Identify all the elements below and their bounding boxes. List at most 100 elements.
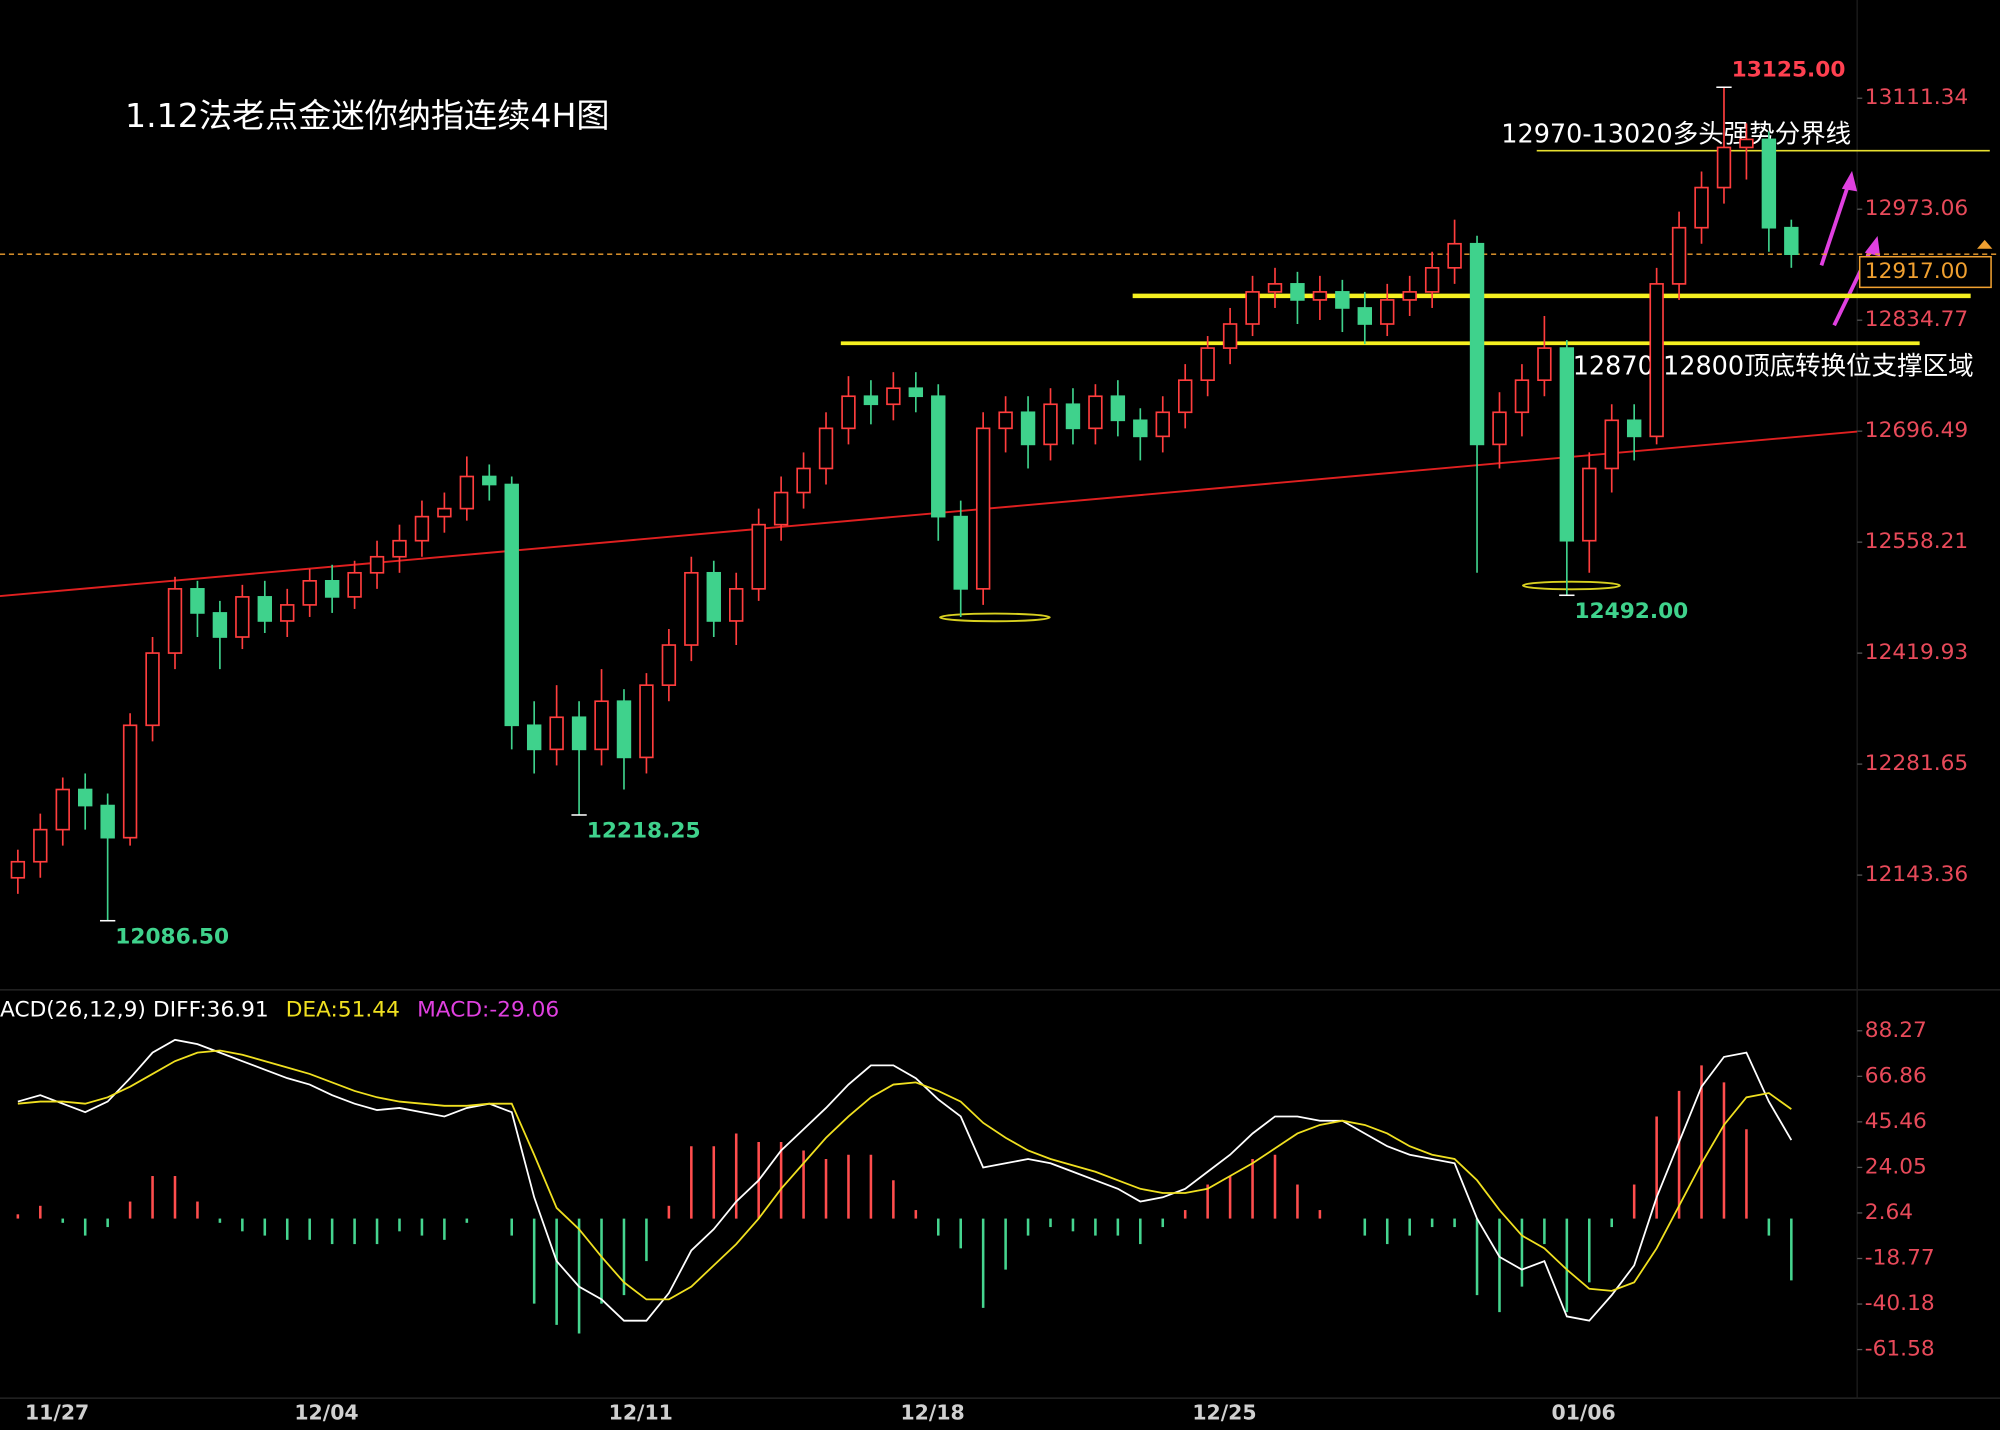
candle-body	[751, 523, 766, 590]
candle-body	[863, 395, 879, 406]
candle-body	[369, 555, 385, 574]
candle-body	[212, 612, 228, 638]
arrow	[1819, 170, 1858, 266]
y-tick-label: 12834.77	[1865, 307, 1968, 332]
candle-body	[1761, 138, 1777, 229]
candle-body	[706, 571, 721, 622]
candle-body	[257, 596, 273, 622]
y-tick-label: 12696.49	[1865, 418, 1968, 443]
candle-body	[616, 700, 632, 759]
indicator-header: ACD(26,12,9)	[0, 997, 146, 1022]
trendline	[0, 430, 1858, 598]
candle-body	[571, 716, 587, 751]
candle-body	[886, 387, 901, 406]
x-tick-label: 12/25	[1192, 1400, 1256, 1424]
y-tick-label: 12281.65	[1865, 751, 1968, 776]
y-tick-label: 12558.21	[1865, 529, 1968, 554]
candle-body	[1514, 379, 1530, 414]
y-tick-label: -61.58	[1865, 1337, 1935, 1362]
candle-body	[1671, 226, 1687, 285]
y-tick-label: 12419.93	[1865, 640, 1968, 665]
y-tick-label: 2.64	[1865, 1200, 1913, 1225]
level-label: 12870-12800顶底转换位支撑区域	[1573, 352, 1974, 382]
candle-body	[1133, 419, 1148, 438]
candle-body	[437, 507, 452, 518]
candle-body	[77, 788, 93, 807]
candle-body	[1043, 403, 1058, 446]
candle-body	[1222, 323, 1238, 349]
candle-body	[1200, 347, 1215, 382]
y-tick-label: 88.27	[1865, 1018, 1927, 1043]
y-tick-label: 12143.36	[1865, 862, 1968, 887]
y-tick-label: 66.86	[1865, 1063, 1927, 1088]
y-tick-label: 45.46	[1865, 1109, 1927, 1134]
candle-body	[1267, 283, 1283, 293]
candle-body	[549, 716, 564, 751]
x-tick-label: 12/11	[609, 1400, 673, 1424]
candle-body	[459, 475, 475, 510]
candle-body	[324, 580, 340, 598]
macd-line	[17, 1049, 1792, 1301]
candle-body	[1694, 186, 1709, 229]
last-price-box	[1858, 255, 1992, 289]
candle-body	[10, 860, 26, 879]
candle-body	[33, 828, 48, 863]
candle-body	[1582, 467, 1597, 542]
candle-body	[1402, 291, 1417, 301]
candle-body	[818, 427, 834, 470]
x-tick-label: 12/18	[901, 1400, 965, 1424]
candle-body	[1626, 419, 1642, 438]
extreme-label: 12492.00	[1574, 599, 1688, 624]
candle-body	[1784, 226, 1799, 256]
candle-body	[908, 387, 924, 398]
last-price-label: 12917.00	[1865, 259, 1968, 284]
candle-body	[639, 684, 654, 759]
candle-body	[1088, 395, 1103, 430]
candle-body	[661, 644, 677, 686]
x-tick-label: 12/04	[294, 1400, 358, 1424]
candle-body	[1110, 395, 1126, 422]
candle-body	[504, 483, 519, 727]
candle-body	[100, 804, 115, 839]
candle-body	[1424, 266, 1440, 293]
candle-body	[1020, 411, 1036, 446]
candle-body	[975, 427, 991, 590]
chart-title: 1.12法老点金迷你纳指连续4H图	[125, 96, 610, 135]
candle-body	[1357, 307, 1373, 325]
candle-body	[392, 539, 407, 558]
candle-body	[841, 395, 856, 430]
candle-body	[1177, 379, 1193, 414]
candle-body	[347, 571, 362, 598]
legend-entry: MACD:-29.06	[417, 997, 559, 1022]
candle-body	[1155, 411, 1170, 438]
level-label: 12970-13020多头强势分界线	[1501, 119, 1851, 149]
extreme-label: 13125.00	[1732, 58, 1846, 83]
candle-body	[1065, 403, 1081, 430]
candle-body	[729, 588, 744, 622]
legend-entry: DEA:51.44	[286, 997, 400, 1022]
low-marker	[939, 612, 1051, 623]
candle-body	[931, 395, 946, 518]
extreme-label: 12086.50	[115, 924, 229, 949]
candle-body	[1537, 347, 1552, 382]
candle-body	[1649, 283, 1664, 438]
y-tick-label: 12973.06	[1865, 196, 1968, 221]
y-tick-label: 13111.34	[1865, 85, 1968, 110]
candle-body	[1716, 146, 1732, 189]
candle-body	[302, 580, 317, 606]
candle-body	[998, 411, 1013, 430]
candle-body	[684, 571, 699, 646]
x-tick-label: 11/27	[25, 1400, 89, 1424]
macd-line	[17, 1038, 1793, 1322]
candle-body	[1559, 347, 1575, 542]
candle-body	[594, 700, 609, 751]
candle-body	[1290, 283, 1305, 301]
candle-body	[526, 724, 542, 751]
y-tick-label: 24.05	[1865, 1154, 1927, 1179]
candle-body	[167, 588, 183, 654]
candle-body	[55, 788, 70, 831]
price-marker	[1977, 239, 1993, 249]
